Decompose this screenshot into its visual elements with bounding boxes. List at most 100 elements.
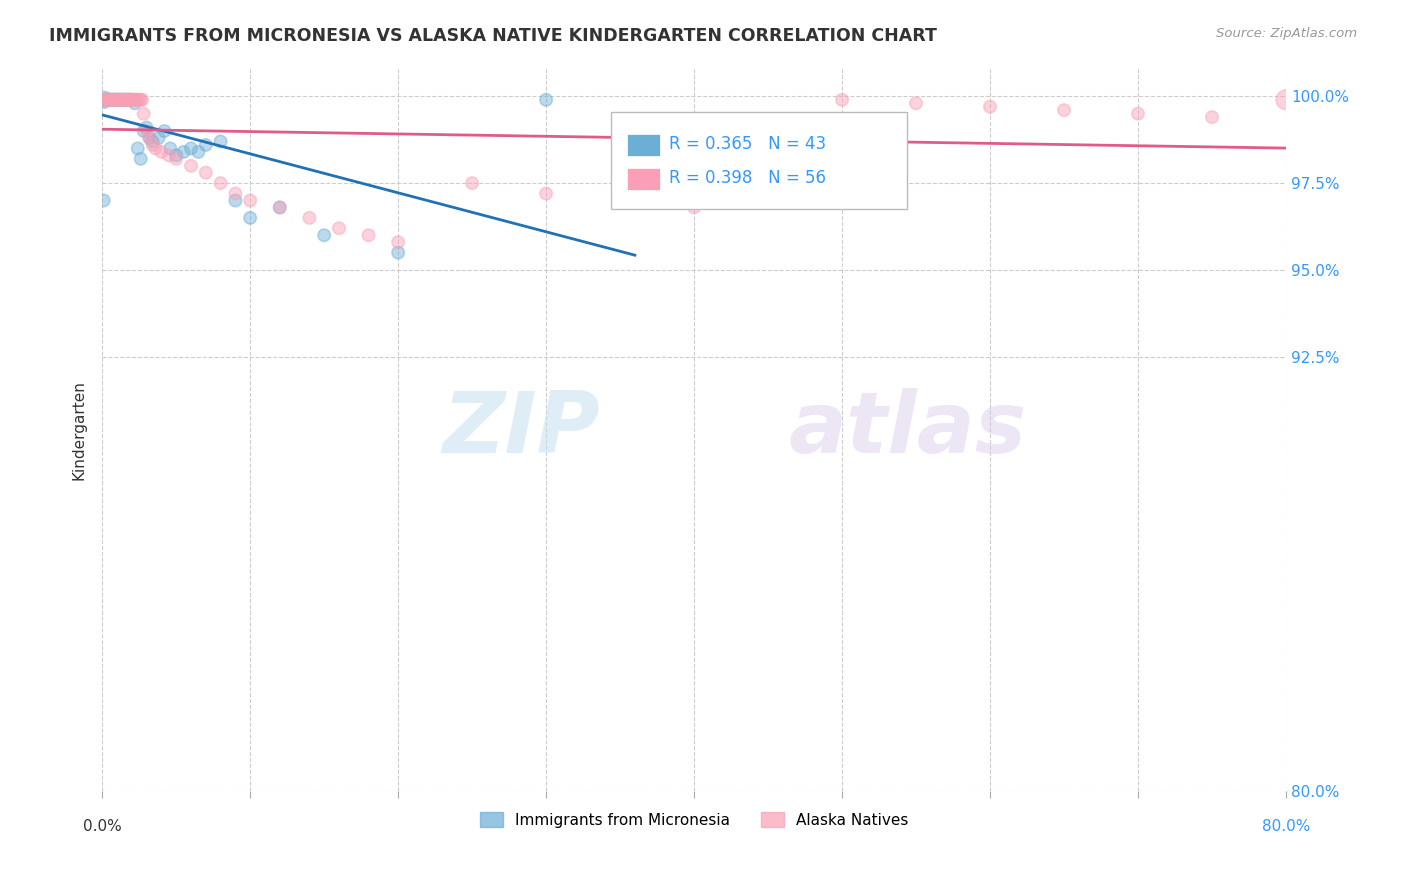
Text: ZIP: ZIP	[441, 388, 599, 471]
Point	[328, 221, 350, 235]
Point	[180, 159, 202, 173]
Point	[609, 194, 631, 208]
Point	[357, 228, 380, 243]
Point	[461, 176, 484, 190]
Point	[96, 93, 118, 107]
Point	[224, 186, 246, 201]
Point	[103, 93, 125, 107]
Point	[101, 93, 124, 107]
FancyBboxPatch shape	[627, 169, 659, 190]
Point	[298, 211, 321, 225]
Point	[112, 93, 135, 107]
Point	[1201, 110, 1223, 124]
Point	[124, 93, 146, 107]
Point	[93, 93, 115, 107]
Text: 0.0%: 0.0%	[83, 819, 121, 834]
Point	[135, 124, 157, 138]
Point	[534, 93, 557, 107]
Point	[148, 131, 170, 145]
Point	[105, 93, 128, 107]
Point	[194, 166, 217, 180]
Point	[115, 93, 138, 107]
Point	[98, 93, 121, 107]
Point	[129, 152, 152, 166]
Point	[118, 93, 141, 107]
Point	[104, 93, 127, 107]
Point	[94, 93, 117, 107]
Point	[96, 93, 118, 107]
Point	[209, 135, 232, 149]
Point	[105, 93, 128, 107]
Point	[115, 93, 138, 107]
Point	[100, 93, 122, 107]
Point	[165, 152, 187, 166]
Text: 80.0%: 80.0%	[1261, 819, 1310, 834]
Point	[138, 131, 160, 145]
Point	[127, 141, 149, 155]
Point	[165, 148, 187, 162]
Point	[117, 93, 139, 107]
Point	[124, 96, 146, 111]
Point	[141, 135, 163, 149]
Point	[107, 93, 129, 107]
Point	[534, 186, 557, 201]
Point	[120, 93, 142, 107]
Point	[141, 137, 163, 152]
Point	[100, 93, 122, 107]
Point	[103, 93, 125, 107]
Point	[239, 211, 262, 225]
Point	[224, 194, 246, 208]
Point	[104, 93, 127, 107]
Text: R = 0.365   N = 43: R = 0.365 N = 43	[669, 136, 827, 153]
Point	[93, 93, 115, 107]
Point	[111, 93, 134, 107]
Point	[120, 93, 142, 107]
Text: atlas: atlas	[789, 388, 1026, 471]
Point	[209, 176, 232, 190]
Point	[129, 93, 152, 107]
Point	[108, 93, 131, 107]
Point	[131, 93, 153, 107]
Y-axis label: Kindergarten: Kindergarten	[72, 380, 86, 480]
Point	[159, 141, 181, 155]
Point	[153, 124, 176, 138]
Point	[194, 137, 217, 152]
Point	[108, 93, 131, 107]
Point	[905, 96, 928, 111]
Point	[150, 145, 173, 159]
Point	[127, 93, 149, 107]
Point	[121, 93, 143, 107]
Point	[107, 93, 129, 107]
Point	[173, 145, 195, 159]
Point	[98, 93, 121, 107]
Point	[1126, 106, 1149, 120]
Point	[387, 235, 409, 250]
Point	[831, 93, 853, 107]
Point	[111, 93, 134, 107]
Point	[117, 93, 139, 107]
Point	[110, 93, 132, 107]
Text: Source: ZipAtlas.com: Source: ZipAtlas.com	[1216, 27, 1357, 40]
FancyBboxPatch shape	[612, 112, 907, 210]
Point	[122, 93, 145, 107]
Point	[979, 100, 1001, 114]
Point	[128, 93, 150, 107]
Point	[1275, 93, 1298, 107]
Text: IMMIGRANTS FROM MICRONESIA VS ALASKA NATIVE KINDERGARTEN CORRELATION CHART: IMMIGRANTS FROM MICRONESIA VS ALASKA NAT…	[49, 27, 936, 45]
Point	[135, 120, 157, 135]
Legend: Immigrants from Micronesia, Alaska Natives: Immigrants from Micronesia, Alaska Nativ…	[474, 805, 914, 834]
Point	[269, 201, 291, 215]
Text: R = 0.398   N = 56: R = 0.398 N = 56	[669, 169, 827, 187]
Point	[145, 141, 167, 155]
Point	[314, 228, 336, 243]
Point	[157, 148, 180, 162]
Point	[112, 93, 135, 107]
Point	[101, 93, 124, 107]
Point	[132, 106, 155, 120]
Point	[180, 141, 202, 155]
Point	[187, 145, 209, 159]
Point	[110, 93, 132, 107]
Point	[683, 201, 706, 215]
Point	[97, 93, 120, 107]
Point	[97, 93, 120, 107]
